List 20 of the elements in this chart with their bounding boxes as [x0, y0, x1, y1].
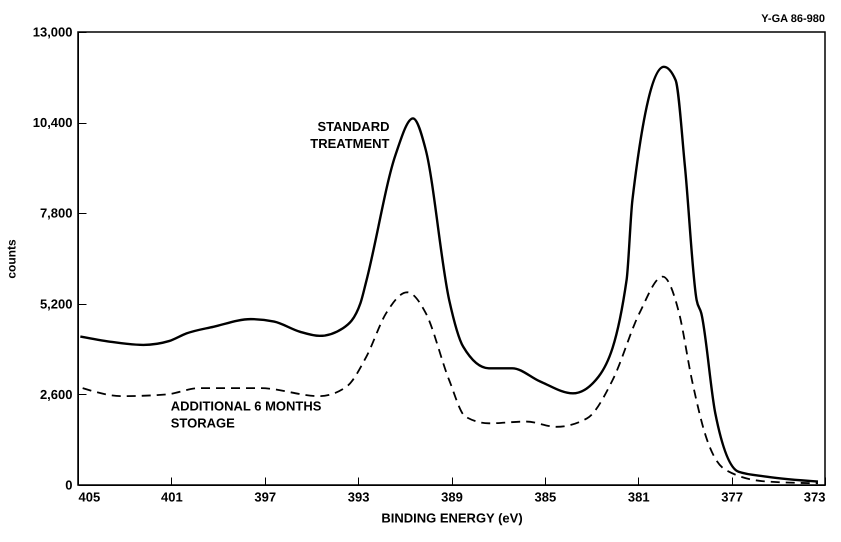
- y-tick-label: 13,000: [32, 24, 72, 40]
- x-axis-title: BINDING ENERGY (eV): [381, 510, 523, 526]
- x-tick-label: 381: [628, 490, 650, 504]
- text: Y-GA 86-980: [761, 13, 825, 25]
- y-tick-label: 7,800: [40, 206, 72, 221]
- y-tick-label: 5,200: [40, 296, 72, 312]
- y-tick-label: 2,600: [40, 386, 72, 402]
- annotation: ADDITIONAL 6 MONTHS STORAGE: [170, 398, 322, 430]
- x-tick-label: 405: [78, 490, 100, 504]
- x-tick-label: 377: [721, 490, 743, 504]
- y-tick-label: 10,400: [32, 115, 72, 130]
- annotation: STANDARD TREATMENT: [310, 119, 390, 152]
- x-tick-label: 389: [441, 490, 463, 504]
- x-tick-label: 385: [534, 490, 556, 504]
- x-tick-label: 401: [161, 490, 183, 504]
- x-tick-label: 393: [348, 490, 370, 504]
- y-axis-title: counts: [4, 239, 19, 279]
- x-tick-label: 373: [804, 490, 826, 504]
- x-tick-label: 397: [254, 490, 276, 504]
- y-tick-label: 0: [65, 478, 72, 492]
